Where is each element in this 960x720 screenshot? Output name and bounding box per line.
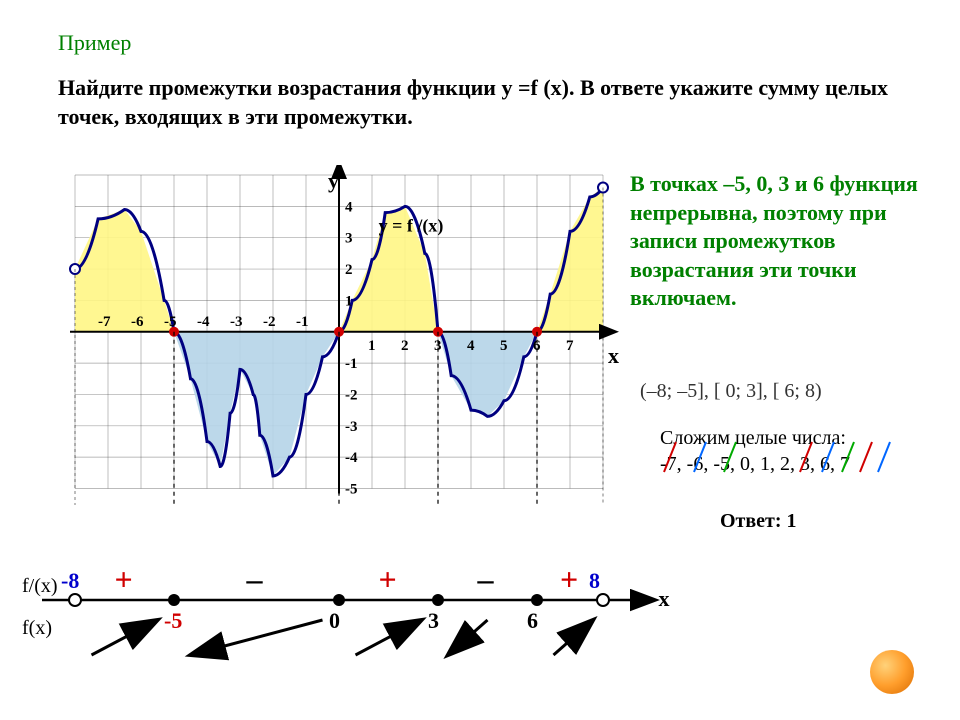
svg-text:0: 0 [329, 608, 340, 633]
svg-text:3: 3 [345, 231, 353, 247]
svg-text:2: 2 [345, 262, 353, 278]
svg-text:-4: -4 [345, 450, 358, 466]
svg-text:-6: -6 [131, 314, 144, 330]
svg-text:-4: -4 [197, 314, 210, 330]
svg-text:5: 5 [500, 338, 508, 354]
answer-text: Ответ: 1 [720, 510, 797, 533]
svg-text:-5: -5 [345, 482, 358, 498]
problem-text: Найдите промежутки возрастания функции у… [58, 74, 908, 131]
svg-text:-2: -2 [345, 387, 358, 403]
svg-text:-5: -5 [164, 314, 177, 330]
svg-text:x: x [659, 586, 670, 611]
svg-text:–: – [246, 561, 264, 597]
svg-text:6: 6 [527, 608, 538, 633]
svg-text:-5: -5 [164, 608, 182, 633]
svg-text:8: 8 [589, 568, 600, 593]
svg-text:-7: -7 [98, 314, 111, 330]
svg-text:–: – [477, 561, 495, 597]
svg-text:y = f /(x): y = f /(x) [379, 215, 444, 236]
explanation-text: В точках –5, 0, 3 и 6 функция непрерывна… [630, 170, 930, 313]
y-axis-label: y [328, 168, 339, 194]
svg-text:+: + [560, 561, 578, 597]
slash-marks [650, 440, 910, 480]
svg-text:1: 1 [345, 293, 353, 309]
svg-text:4: 4 [467, 338, 475, 354]
svg-text:-8: -8 [61, 568, 79, 593]
svg-text:2: 2 [401, 338, 409, 354]
svg-text:-3: -3 [345, 419, 358, 435]
svg-text:-1: -1 [296, 314, 309, 330]
page-title: Пример [58, 30, 131, 56]
svg-text:+: + [379, 561, 397, 597]
svg-text:7: 7 [566, 338, 574, 354]
x-axis-label: x [608, 343, 619, 369]
function-chart: -7-6-5-4-3-2-112345674321-1-2-3-4-5y = f… [55, 165, 625, 505]
svg-text:f(x): f(x) [22, 617, 52, 639]
intervals-text: (–8; –5], [ 0; 3], [ 6; 8) [640, 380, 822, 403]
svg-text:1: 1 [368, 338, 376, 354]
svg-text:-3: -3 [230, 314, 243, 330]
svg-text:+: + [115, 561, 133, 597]
svg-text:f/(x): f/(x) [22, 575, 58, 597]
svg-text:4: 4 [345, 199, 353, 215]
sign-number-line: x -5 0 3 6 -8 8 + – + – + f/(x) f(x) [20, 545, 920, 685]
svg-text:-1: -1 [345, 356, 358, 372]
svg-text:3: 3 [428, 608, 439, 633]
svg-text:-2: -2 [263, 314, 276, 330]
